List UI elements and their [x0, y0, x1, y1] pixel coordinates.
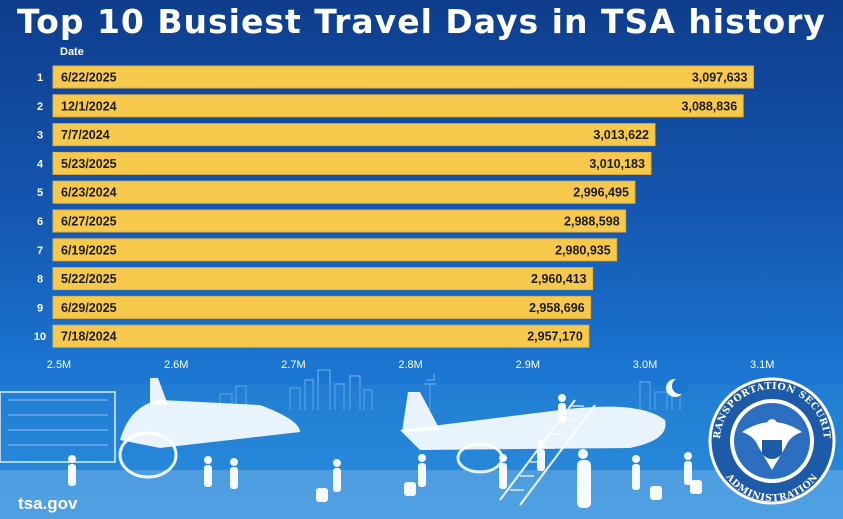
bar-category-label: 5/23/2025: [61, 157, 117, 171]
bar-value-label: 2,958,696: [529, 301, 585, 315]
bar: [52, 324, 590, 348]
rank-label: 5: [37, 187, 43, 199]
rank-label: 4: [37, 158, 44, 170]
bar-category-label: 7/18/2024: [61, 330, 117, 344]
rank-label: 3: [37, 130, 43, 142]
terminal-scene: [0, 378, 843, 519]
bar-value-label: 2,957,170: [527, 330, 583, 344]
bar: [52, 238, 618, 262]
bar-value-label: 3,097,633: [692, 71, 748, 85]
bar-category-label: 5/22/2025: [61, 272, 117, 286]
bar: [52, 295, 592, 319]
rank-label: 1: [37, 72, 43, 84]
bar: [52, 267, 594, 291]
x-tick-label: 2.9M: [516, 359, 540, 371]
bar-value-label: 3,010,183: [589, 157, 645, 171]
bar-category-label: 6/29/2025: [61, 301, 117, 315]
bar-category-label: 6/23/2024: [61, 186, 117, 200]
rank-label: 7: [37, 245, 43, 257]
chart-title: Top 10 Busiest Travel Days in TSA histor…: [17, 2, 826, 41]
bar-value-label: 3,013,622: [593, 128, 649, 142]
rank-label: 2: [37, 101, 43, 113]
rank-label: 8: [37, 274, 43, 286]
bar-category-label: 6/19/2025: [61, 243, 117, 257]
rank-label: 9: [37, 302, 43, 314]
x-tick-label: 2.8M: [398, 359, 422, 371]
bar-value-label: 2,996,495: [573, 186, 629, 200]
bar-value-label: 3,088,836: [682, 99, 738, 113]
rank-label: 6: [37, 216, 43, 228]
y-axis-label: Date: [60, 46, 84, 58]
traveler-silhouettes: [68, 394, 702, 508]
bar: [52, 65, 754, 89]
x-tick-label: 2.7M: [281, 359, 305, 371]
bar-category-label: 6/22/2025: [61, 71, 117, 85]
bar: [52, 180, 636, 204]
bar-category-label: 12/1/2024: [61, 99, 117, 113]
bar-value-label: 2,960,413: [531, 272, 587, 286]
bar-value-label: 2,988,598: [564, 215, 620, 229]
bar-category-label: 6/27/2025: [61, 215, 117, 229]
site-url: tsa.gov: [18, 494, 78, 513]
x-tick-label: 3.1M: [750, 359, 774, 371]
skyline-illustration: [219, 369, 681, 410]
x-tick-label: 2.6M: [164, 359, 188, 371]
x-tick-label: 3.0M: [633, 359, 657, 371]
bars-group: 1 6/22/2025 3,097,633 2 12/1/2024 3,088,836 3 7…: [34, 65, 754, 348]
bar: [52, 209, 627, 233]
x-axis-ticks: 2.5M 2.6M 2.7M 2.8M 2.9M 3.0M 3.1M: [47, 359, 775, 371]
bar-value-label: 2,980,935: [555, 243, 611, 257]
bar-category-label: 7/7/2024: [61, 128, 110, 142]
bar: [52, 94, 744, 118]
bar: [52, 123, 656, 147]
bar: [52, 151, 652, 175]
rank-label: 10: [34, 331, 46, 343]
x-tick-label: 2.5M: [47, 359, 71, 371]
